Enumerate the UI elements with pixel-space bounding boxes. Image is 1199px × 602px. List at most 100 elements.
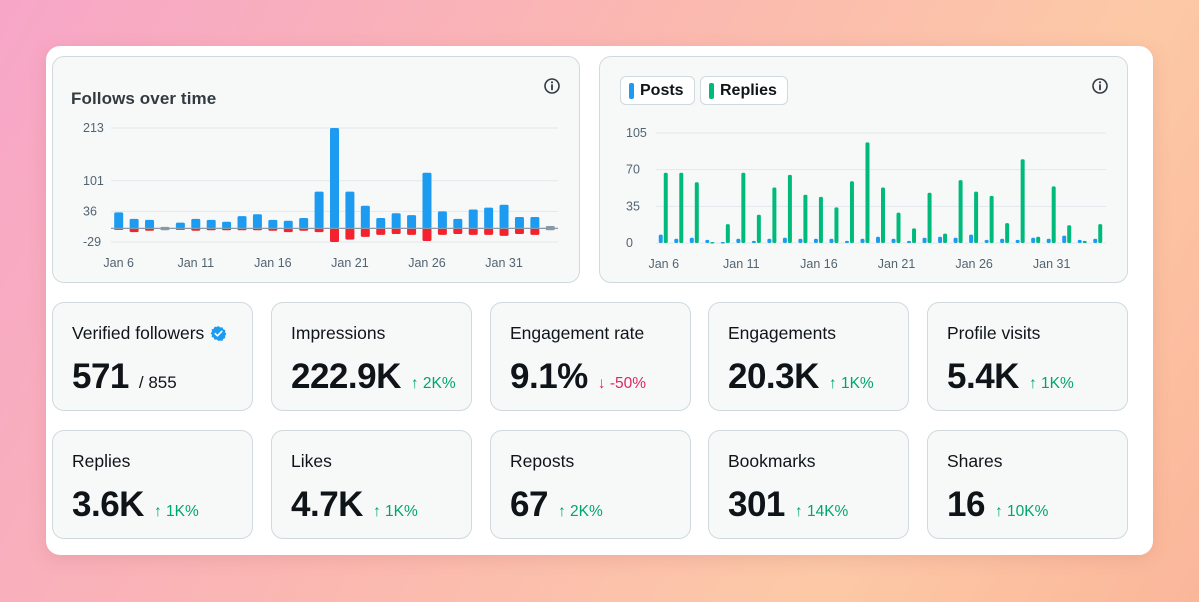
x-tick-label: Jan 26 [955, 257, 993, 271]
bar-follows [191, 218, 201, 229]
bar-follows [237, 216, 247, 229]
bar-replies [989, 195, 994, 243]
bar-follows [468, 209, 478, 229]
bar-unfollows [484, 228, 494, 235]
legend-replies[interactable]: Replies [700, 76, 788, 105]
bar-unfollows [129, 228, 139, 233]
y-tick-label: 213 [83, 121, 104, 135]
bar-posts [705, 239, 710, 243]
bar-follows [314, 191, 324, 229]
stat-value-row: 3.6K ↑ 1K% [72, 485, 199, 525]
legend-replies-label: Replies [720, 81, 777, 99]
stat-label: Shares [947, 451, 1003, 471]
stat-value-row: 571 / 855 [72, 357, 177, 397]
verified-badge-icon [210, 326, 227, 341]
bar-replies [849, 181, 854, 243]
bar-replies [834, 207, 839, 243]
bar-posts [658, 234, 663, 243]
posts-replies-chart-card: Posts Replies 105 70 35 0 Jan 6 Jan 11 Jan 16 J… [599, 56, 1128, 283]
bar-replies [881, 187, 885, 243]
bar-follows [422, 172, 432, 229]
bar-replies [679, 172, 684, 243]
stat-delta: ↑ 2K% [410, 375, 456, 392]
stat-bookmarks: Bookmarks 301 ↑ 14K% [708, 430, 909, 539]
bar-posts [829, 238, 834, 243]
stat-label-text: Verified followers [72, 323, 205, 343]
stat-value-row: 301 ↑ 14K% [728, 485, 848, 525]
stat-impressions: Impressions 222.9K ↑ 2K% [271, 302, 472, 411]
stat-reposts: Reposts 67 ↑ 2K% [490, 430, 691, 539]
bar-replies [741, 172, 746, 243]
bar-posts [1062, 235, 1067, 243]
stat-value: 3.6K [72, 485, 144, 524]
info-icon[interactable] [1091, 77, 1109, 95]
bar-unfollows [314, 228, 324, 233]
y-tick-label: -29 [83, 235, 101, 249]
chart-title: Follows over time [71, 89, 217, 108]
bar-posts [767, 238, 772, 243]
stat-verified-followers: Verified followers 571 / 855 [52, 302, 253, 411]
bar-replies [710, 241, 715, 244]
bar-replies [927, 192, 932, 243]
bar-posts [844, 240, 849, 243]
bar-replies [803, 194, 808, 243]
bar-follows [283, 220, 293, 229]
bar-follows [345, 191, 355, 229]
y-tick-label: 101 [83, 174, 104, 188]
info-icon[interactable] [543, 77, 561, 95]
bar-follows [145, 219, 155, 229]
x-tick-label: Jan 6 [648, 257, 679, 271]
stat-value: 222.9K [291, 357, 401, 396]
stat-label: Reposts [510, 451, 575, 471]
x-tick-label: Jan 6 [103, 256, 134, 270]
x-tick-label: Jan 31 [485, 256, 523, 270]
stat-value-row: 5.4K ↑ 1K% [947, 357, 1074, 397]
bar-replies [1067, 225, 1072, 243]
bar-replies [896, 212, 901, 243]
bar-posts [984, 239, 989, 243]
bar-replies [772, 187, 777, 243]
stat-value: 9.1% [510, 357, 588, 396]
bar-unfollows [530, 228, 540, 235]
bar-follows [268, 219, 278, 229]
bar-unfollows [345, 228, 355, 240]
x-tick-label: Jan 16 [254, 256, 292, 270]
y-tick-label: 105 [626, 126, 647, 140]
bar-posts [891, 238, 896, 243]
bar-posts [907, 240, 912, 243]
bar-posts [1000, 238, 1005, 243]
bar-posts [720, 241, 725, 244]
bar-unfollows [391, 228, 401, 234]
legend-posts[interactable]: Posts [620, 76, 695, 105]
bar-unfollows [360, 228, 370, 237]
bar-follows [206, 219, 216, 229]
x-tick-label: Jan 21 [878, 257, 916, 271]
stat-delta: ↑ 2K% [557, 503, 603, 520]
bar-unfollows [437, 228, 447, 235]
bar-follows [484, 207, 494, 229]
stat-value-row: 4.7K ↑ 1K% [291, 485, 418, 525]
stat-value-row: 9.1% ↓ -50% [510, 357, 646, 397]
bar-replies [1082, 240, 1087, 243]
stat-value: 67 [510, 485, 548, 524]
bar-replies [1005, 223, 1010, 243]
bar-replies [756, 214, 761, 243]
bar-posts [953, 237, 958, 243]
posts-replies-chart: 105 70 35 0 Jan 6 Jan 11 Jan 16 Jan 21 Jan 26 Jan… [626, 126, 1106, 271]
bar-replies [725, 224, 730, 243]
stat-replies: Replies 3.6K ↑ 1K% [52, 430, 253, 539]
x-tick-label: Jan 31 [1033, 257, 1071, 271]
bar-posts [969, 234, 974, 243]
bar-replies [1051, 186, 1056, 243]
stat-label: Engagement rate [510, 323, 645, 343]
stat-delta: ↑ 10K% [994, 503, 1049, 520]
bar-follows [376, 217, 386, 229]
legend-posts-label: Posts [640, 81, 684, 99]
stat-delta: ↑ 14K% [794, 503, 849, 520]
bar-follows [175, 222, 185, 229]
stat-value-row: 16 ↑ 10K% [947, 485, 1048, 525]
stat-value: 20.3K [728, 357, 819, 396]
y-tick-label: 70 [626, 163, 640, 177]
bar-posts [1015, 239, 1020, 243]
stat-delta: ↑ 1K% [153, 503, 199, 520]
